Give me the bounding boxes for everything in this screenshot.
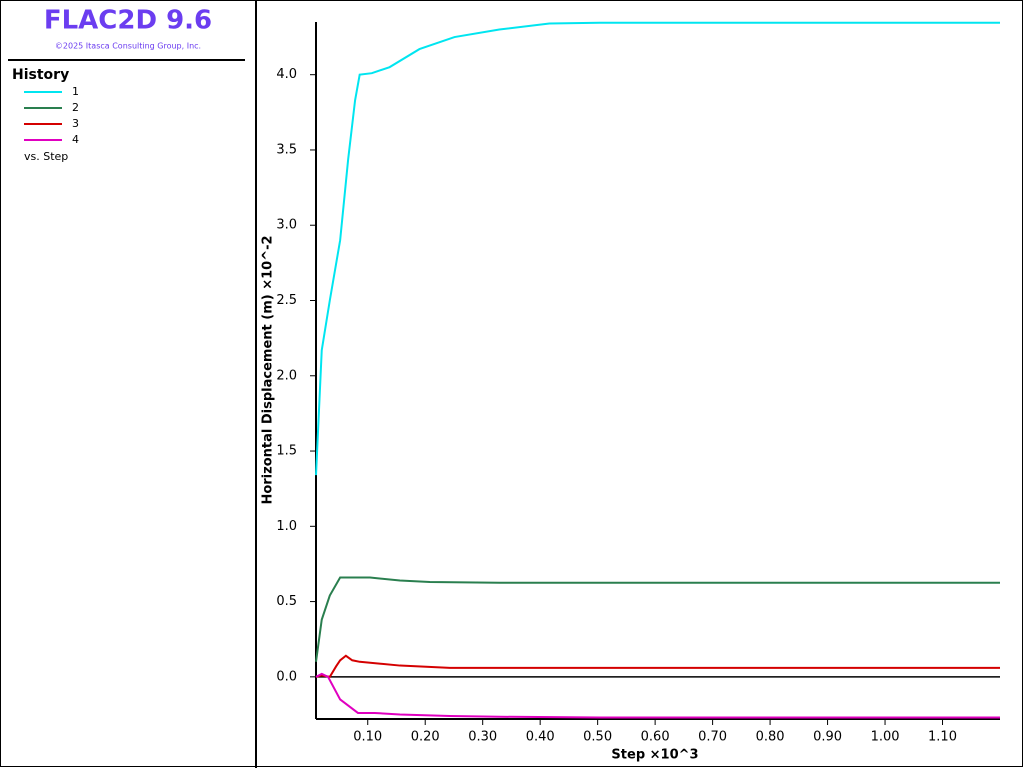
x-tick-label: 0.30 xyxy=(468,730,497,745)
y-tick-label: 0.0 xyxy=(276,669,297,684)
x-tick-label: 1.00 xyxy=(871,730,900,745)
copyright: ©2025 Itasca Consulting Group, Inc. xyxy=(55,42,201,51)
x-tick-label: 0.10 xyxy=(353,730,382,745)
y-axis-label: Horizontal Displacement (m) ×10^-2 xyxy=(261,235,276,504)
y-tick-label: 1.0 xyxy=(276,519,297,534)
legend-label: 4 xyxy=(72,133,79,146)
x-tick-label: 0.20 xyxy=(411,730,440,745)
legend-note: vs. Step xyxy=(24,150,68,163)
x-tick-label: 0.90 xyxy=(813,730,842,745)
legend-label: 3 xyxy=(72,117,79,130)
series-line xyxy=(315,576,1000,662)
y-tick-label: 2.5 xyxy=(276,293,297,308)
x-tick-label: 0.70 xyxy=(698,730,727,745)
legend-title: History xyxy=(12,67,69,83)
y-tick-label: 1.5 xyxy=(276,444,297,459)
series-line xyxy=(315,21,1000,476)
x-axis-label: Step ×10^3 xyxy=(611,748,698,763)
series-line xyxy=(315,672,1000,719)
y-tick-label: 2.0 xyxy=(276,368,297,383)
x-tick-label: 0.60 xyxy=(641,730,670,745)
x-tick-label: 0.80 xyxy=(756,730,785,745)
x-tick-label: 1.10 xyxy=(928,730,957,745)
y-tick-label: 0.5 xyxy=(276,594,297,609)
app-title: FLAC2D 9.6 xyxy=(44,6,212,36)
series-line xyxy=(315,654,1000,678)
y-tick-label: 4.0 xyxy=(276,67,297,82)
y-tick-label: 3.0 xyxy=(276,218,297,233)
x-tick-label: 0.50 xyxy=(583,730,612,745)
legend-label: 2 xyxy=(72,101,79,114)
x-tick-label: 0.40 xyxy=(526,730,555,745)
y-tick-label: 3.5 xyxy=(276,142,297,157)
legend-label: 1 xyxy=(72,85,79,98)
